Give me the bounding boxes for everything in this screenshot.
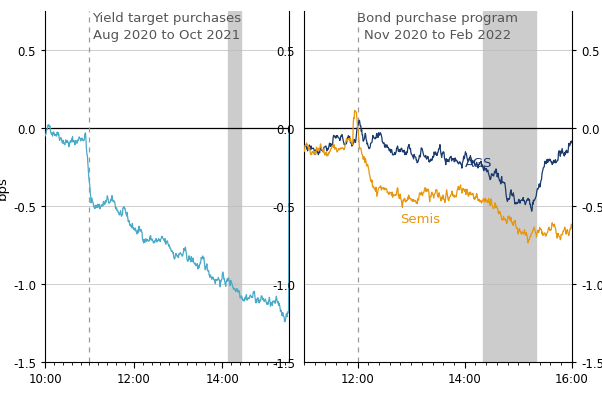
Text: AGS: AGS: [465, 156, 492, 169]
Bar: [483, 12, 536, 362]
Y-axis label: bps: bps: [0, 175, 9, 199]
Text: Semis: Semis: [400, 212, 441, 225]
Bar: [228, 12, 241, 362]
Text: Bond purchase program
Nov 2020 to Feb 2022: Bond purchase program Nov 2020 to Feb 20…: [358, 12, 518, 42]
Text: Yield target purchases
Aug 2020 to Oct 2021: Yield target purchases Aug 2020 to Oct 2…: [93, 12, 241, 42]
